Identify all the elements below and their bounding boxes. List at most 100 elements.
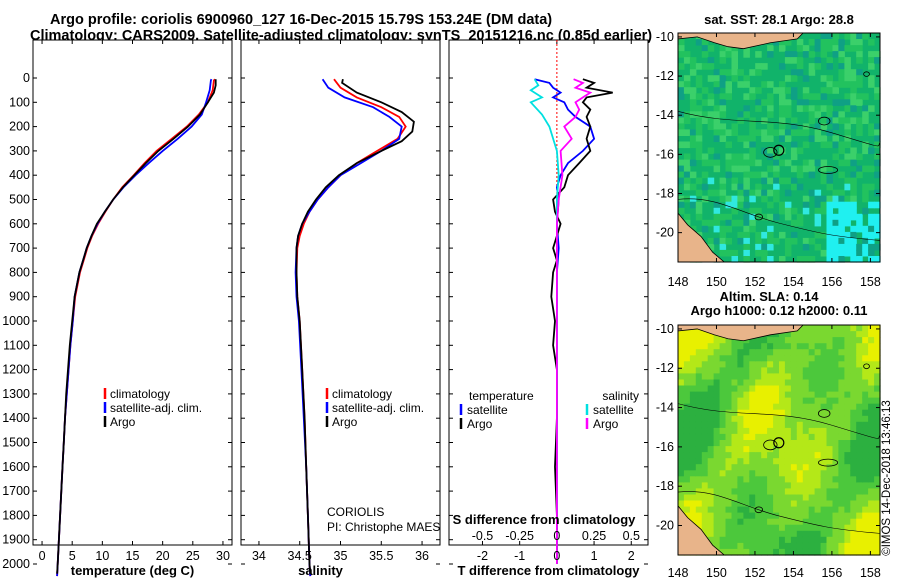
sst_map-cell bbox=[874, 225, 881, 233]
sla_map-cell bbox=[707, 379, 715, 387]
sla_map-cell bbox=[749, 409, 756, 417]
sla_map-cell bbox=[790, 343, 798, 350]
sst_map-cell bbox=[743, 213, 750, 221]
sla_map-cell bbox=[796, 373, 804, 381]
sst_map-cell bbox=[844, 123, 851, 130]
sla_map-cell bbox=[802, 452, 810, 459]
sla_map-cell bbox=[743, 548, 750, 556]
sla_map-lon-label: 154 bbox=[783, 566, 804, 580]
sla_map-cell bbox=[779, 391, 786, 399]
sla_map-cell bbox=[701, 518, 709, 526]
sst_map-cell bbox=[868, 123, 875, 130]
sst_map-cell bbox=[707, 117, 715, 124]
sst_map-cell bbox=[713, 87, 721, 94]
sla_map-cell bbox=[767, 470, 774, 477]
sla_map-cell bbox=[808, 349, 816, 356]
sst_map-cell bbox=[856, 69, 863, 76]
sst_map-cell bbox=[826, 129, 833, 136]
sla_map-cell bbox=[701, 458, 709, 465]
sst_map-cell bbox=[844, 135, 851, 142]
sla_map-cell bbox=[725, 421, 732, 429]
sst_map-cell bbox=[695, 147, 703, 155]
sla_map-cell bbox=[695, 433, 703, 441]
sla_map-cell bbox=[749, 470, 756, 477]
sst_map-cell bbox=[796, 165, 804, 173]
sst_map-cell bbox=[796, 256, 804, 263]
sla_map-cell bbox=[719, 464, 727, 471]
sla_map-cell bbox=[796, 464, 804, 471]
sla_map-cell bbox=[713, 440, 721, 447]
sla_map-cell bbox=[725, 536, 732, 544]
sla_map-cell bbox=[790, 440, 798, 447]
sla_map-cell bbox=[773, 494, 780, 502]
sst_map-cell bbox=[689, 171, 697, 179]
sla_map-cell bbox=[755, 524, 762, 532]
temperature-x-tick-label: 15 bbox=[126, 549, 140, 563]
sst_map-cell bbox=[719, 123, 727, 130]
sla_map-cell bbox=[790, 542, 798, 550]
sst_map-cell bbox=[790, 153, 798, 161]
sla_map-cell bbox=[874, 367, 881, 375]
sla_map-cell bbox=[826, 476, 833, 483]
sla_map-cell bbox=[802, 512, 810, 520]
sst_map-cell bbox=[725, 171, 732, 179]
sst_map-cell bbox=[731, 195, 738, 203]
sla_map-cell bbox=[701, 331, 709, 338]
sla_map-cell bbox=[761, 367, 768, 375]
sla_map-cell bbox=[761, 415, 768, 423]
sla_map-cell bbox=[832, 361, 839, 368]
sla_map-cell bbox=[862, 367, 869, 375]
sla_map-cell bbox=[844, 379, 851, 387]
sla_map-cell bbox=[820, 548, 828, 556]
sla_map-cell bbox=[784, 458, 792, 465]
sla_map-cell bbox=[790, 397, 798, 405]
sla_map-cell bbox=[856, 542, 863, 550]
sla_map-cell bbox=[868, 325, 875, 332]
sst_map-cell bbox=[820, 75, 828, 82]
sla_map-cell bbox=[701, 440, 709, 447]
sla_map-cell bbox=[755, 385, 762, 393]
sla_map-cell bbox=[737, 433, 744, 441]
sla_map-cell bbox=[838, 446, 845, 453]
sla_map-cell bbox=[844, 446, 851, 453]
sla_map-cell bbox=[689, 379, 697, 387]
sla_map-cell bbox=[737, 355, 744, 362]
sla_map-cell bbox=[832, 367, 839, 375]
sla_map-cell bbox=[796, 391, 804, 399]
sla_map-cell bbox=[784, 421, 792, 429]
sla_map-cell bbox=[707, 494, 715, 502]
sla_map-cell bbox=[731, 506, 738, 514]
sla_map-cell bbox=[808, 440, 816, 447]
sst_map-cell bbox=[850, 39, 857, 46]
sst_map-cell bbox=[868, 183, 875, 191]
sla_map-cell bbox=[737, 512, 744, 520]
difference-top-tick-label: 0.25 bbox=[582, 529, 606, 543]
sla_map-cell bbox=[695, 349, 703, 356]
sst-map-title: sat. SST: 28.1 Argo: 28.8 bbox=[704, 12, 854, 27]
sla_map-cell bbox=[844, 367, 851, 375]
sla_map-lat-label: -18 bbox=[656, 479, 674, 493]
sla_map-cell bbox=[683, 440, 691, 447]
sla_map-cell bbox=[814, 385, 822, 393]
sst_map-cell bbox=[695, 177, 703, 185]
sst_map-cell bbox=[701, 45, 709, 52]
sla_map-cell bbox=[844, 464, 851, 471]
sla_map-cell bbox=[725, 440, 732, 447]
sst_map-cell bbox=[683, 159, 691, 167]
sla_map-cell bbox=[678, 373, 685, 381]
sla_map-cell bbox=[874, 542, 881, 550]
sla_map-cell bbox=[749, 446, 756, 453]
sla_map-cell bbox=[725, 361, 732, 368]
sla_map-cell bbox=[773, 524, 780, 532]
sla_map-cell bbox=[749, 548, 756, 556]
sla_map-cell bbox=[743, 403, 750, 411]
sst_map-cell bbox=[844, 195, 851, 203]
sla_map-cell bbox=[814, 530, 822, 538]
sla_map-cell bbox=[755, 542, 762, 550]
sla_map-cell bbox=[678, 379, 685, 387]
sla_map-cell bbox=[707, 391, 715, 399]
sla_map-cell bbox=[731, 367, 738, 375]
sst_map-reef-outline bbox=[754, 213, 763, 221]
sst_map-cell bbox=[749, 171, 756, 179]
sla_map-cell bbox=[719, 355, 727, 362]
